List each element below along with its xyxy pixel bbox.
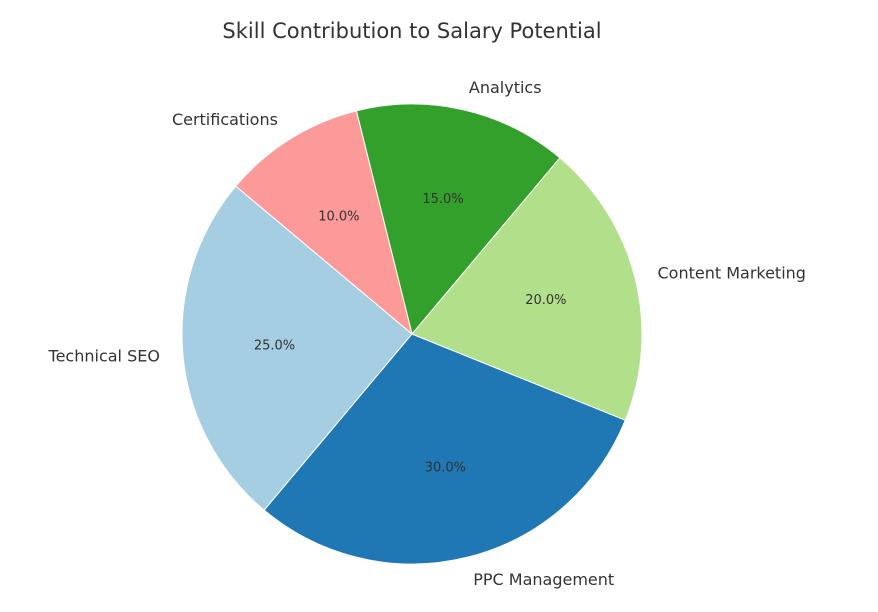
pie-slice xyxy=(355,103,561,336)
pie-slices xyxy=(181,103,643,565)
pie-labels: 25.0% Technical SEO 30.0% PPC Management 20.… xyxy=(48,78,806,589)
pie-slice xyxy=(235,110,413,336)
pie-slice xyxy=(411,157,643,421)
pie-slice xyxy=(181,185,413,511)
slice-percent-label: 10.0% xyxy=(318,209,359,224)
slice-category-label: Content Marketing xyxy=(657,263,805,282)
slice-category-label: Certifications xyxy=(172,110,278,129)
chart-title: Skill Contribution to Salary Potential xyxy=(222,19,601,43)
slice-percent-label: 25.0% xyxy=(254,339,295,354)
slice-category-label: PPC Management xyxy=(473,570,614,589)
slice-category-label: Analytics xyxy=(469,78,542,97)
slice-percent-label: 20.0% xyxy=(525,293,566,308)
slice-percent-label: 30.0% xyxy=(425,460,466,475)
slice-category-label: Technical SEO xyxy=(48,347,160,366)
slice-percent-label: 15.0% xyxy=(422,192,463,207)
pie-slice xyxy=(263,333,626,565)
